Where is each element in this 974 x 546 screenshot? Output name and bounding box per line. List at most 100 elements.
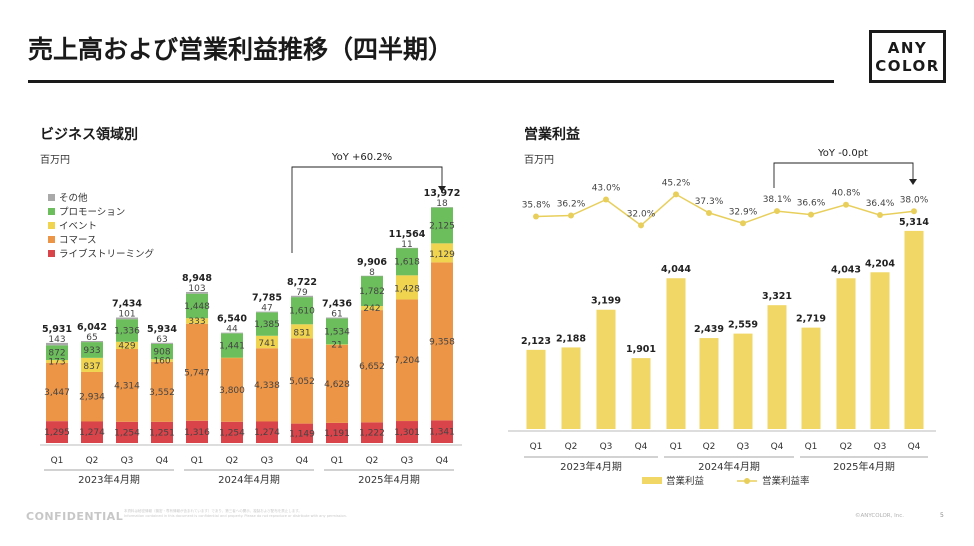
- segment-label-event: 1,428: [394, 284, 420, 294]
- margin-value-label: 36.4%: [866, 199, 895, 209]
- segment-label-promotion: 2,125: [429, 221, 455, 231]
- segment-label-live: 1,149: [289, 429, 315, 439]
- x-tick-label: Q3: [874, 442, 887, 452]
- segment-label-live: 1,222: [359, 429, 385, 439]
- segment-label-commerce: 3,552: [149, 388, 175, 398]
- segment-label-live: 1,191: [324, 429, 350, 439]
- stack-segment-promotion: [291, 297, 313, 325]
- stack-segment-event: [326, 344, 348, 345]
- stack-segment-commerce: [221, 357, 243, 422]
- anycolor-logo: ANY COLOR: [869, 30, 946, 83]
- x-tick-label: Q3: [121, 456, 134, 466]
- margin-value-label: 38.0%: [900, 195, 929, 205]
- title-underline: [28, 80, 834, 83]
- stack-segment-live: [116, 421, 138, 443]
- stack-segment-promotion: [326, 318, 348, 345]
- legend-label: プロモーション: [59, 207, 125, 218]
- stack-segment-commerce: [256, 348, 278, 422]
- yoy-annotation: YoY +60.2%: [331, 152, 392, 163]
- segment-label-other: 8: [369, 268, 375, 278]
- stack-segment-other: [46, 342, 68, 346]
- margin-value-label: 37.3%: [695, 197, 724, 207]
- segment-label-promotion: 908: [153, 348, 170, 358]
- stack-segment-event: [151, 359, 173, 362]
- segment-label-promotion: 933: [83, 346, 100, 356]
- stack-segment-event: [291, 324, 313, 339]
- stack-segment-commerce: [81, 371, 103, 422]
- stack-segment-commerce: [186, 323, 208, 421]
- segment-label-live: 1,274: [79, 428, 105, 438]
- bar-total-label: 8,948: [182, 273, 212, 284]
- segment-label-other: 63: [156, 335, 167, 345]
- x-tick-label: Q1: [805, 442, 818, 452]
- stack-segment-event: [116, 341, 138, 350]
- fiscal-year-label: 2025年4月期: [833, 460, 895, 473]
- stack-segment-promotion: [221, 333, 243, 358]
- stack-segment-other: [186, 291, 208, 294]
- stack-segment-live: [81, 421, 103, 443]
- x-tick-label: Q1: [670, 442, 683, 452]
- operating-profit-bar: [836, 278, 856, 429]
- legend-label-bar: 営業利益: [666, 475, 705, 487]
- bar-total-label: 7,436: [322, 298, 352, 309]
- segment-label-promotion: 1,441: [219, 342, 245, 352]
- operating-margin-point: [808, 211, 814, 218]
- segment-label-live: 1,295: [44, 428, 70, 438]
- operating-profit-bar: [526, 349, 546, 429]
- legend-label: ライブストリーミング: [59, 248, 155, 260]
- legend-label: イベント: [59, 221, 97, 232]
- segment-label-event: 160: [153, 357, 170, 367]
- operating-profit-bar: [699, 338, 719, 429]
- stack-segment-live: [221, 421, 243, 443]
- stack-segment-promotion: [256, 312, 278, 336]
- stack-segment-other: [326, 317, 348, 319]
- segment-label-commerce: 4,338: [254, 381, 280, 391]
- operating-margin-point: [843, 201, 849, 208]
- x-tick-label: Q4: [771, 442, 784, 452]
- segment-label-commerce: 9,358: [429, 337, 455, 347]
- operating-margin-point: [638, 222, 644, 229]
- segment-label-commerce: 5,052: [289, 377, 315, 387]
- stack-segment-commerce: [46, 362, 68, 422]
- operating-margin-point: [603, 196, 609, 203]
- stack-segment-commerce: [396, 299, 418, 422]
- stack-segment-event: [81, 357, 103, 372]
- margin-value-label: 38.1%: [763, 195, 792, 205]
- stack-segment-promotion: [396, 248, 418, 276]
- stack-segment-commerce: [151, 361, 173, 422]
- operating-margin-line: [535, 193, 915, 227]
- operating-profit-bar: [870, 272, 890, 429]
- stack-segment-live: [151, 421, 173, 443]
- segment-label-other: 44: [226, 325, 238, 335]
- margin-value-label: 35.8%: [522, 200, 551, 210]
- x-tick-label: Q3: [737, 442, 750, 452]
- bar-total-label: 5,934: [147, 324, 177, 335]
- segment-label-commerce: 6,652: [359, 362, 385, 372]
- margin-value-label: 32.0%: [627, 209, 656, 219]
- operating-margin-point: [774, 208, 780, 215]
- operating-margin-point: [568, 212, 574, 219]
- confidential-note: 本資料は秘密情報（機密・専有情報が含まれています）であり、第三者への開示、複製お…: [124, 509, 347, 519]
- margin-value-label: 36.6%: [797, 199, 826, 209]
- x-tick-label: Q3: [600, 442, 613, 452]
- operating-profit-bar: [801, 327, 821, 429]
- stack-segment-commerce: [361, 310, 383, 423]
- page-number: 5: [940, 512, 944, 519]
- legend-label: その他: [59, 192, 88, 204]
- operating-margin-point: [911, 208, 917, 215]
- operating-profit-bar: [733, 333, 753, 429]
- stack-segment-event: [256, 335, 278, 349]
- page-title: 売上高および営業利益推移（四半期）: [28, 35, 454, 64]
- segment-label-live: 1,341: [429, 428, 455, 438]
- legend-swatch: [48, 222, 55, 229]
- stack-segment-live: [326, 422, 348, 443]
- bar-value-label: 2,439: [694, 324, 724, 335]
- confidential-note-ja: 本資料は秘密情報（機密・専有情報が含まれています）であり、第三者への開示、複製お…: [124, 509, 302, 513]
- operating-margin-point: [877, 212, 883, 219]
- legend-swatch: [48, 250, 55, 257]
- legend-swatch-line-marker: [744, 478, 750, 484]
- x-tick-label: Q1: [191, 456, 204, 466]
- segment-label-other: 103: [188, 284, 205, 294]
- operating-margin-point: [740, 220, 746, 227]
- stack-segment-other: [81, 340, 103, 343]
